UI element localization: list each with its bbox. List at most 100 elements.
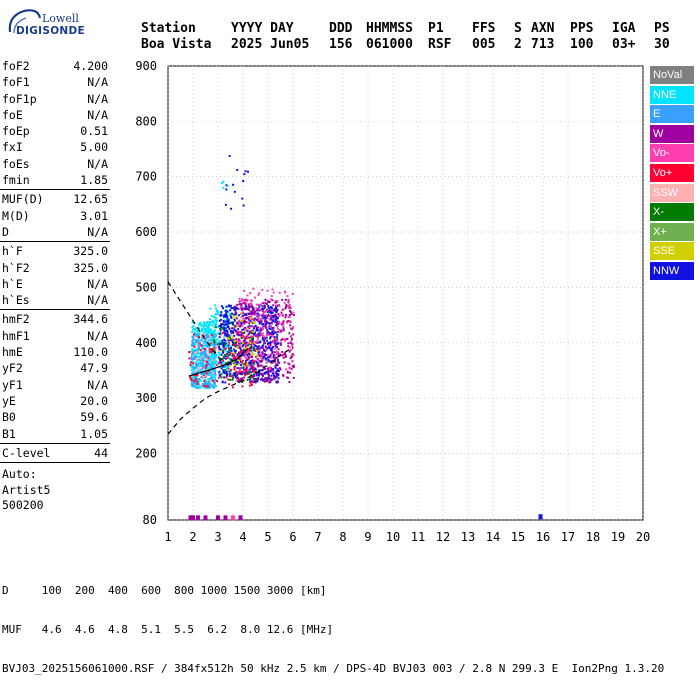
echo-point <box>221 349 224 352</box>
echo-point <box>268 360 271 363</box>
echo-point <box>273 339 276 342</box>
echo-point <box>197 323 200 326</box>
echo-point <box>203 380 206 383</box>
echo-point <box>195 366 198 369</box>
echo-point <box>203 332 206 335</box>
echo-point <box>236 303 239 306</box>
echo-point <box>278 320 281 323</box>
echo-point <box>285 376 288 379</box>
echo-point <box>224 372 227 375</box>
echo-point <box>235 312 238 315</box>
echo-point <box>221 380 224 383</box>
echo-point <box>281 350 284 353</box>
legend-item-e: E <box>650 105 694 124</box>
echo-point <box>272 368 275 371</box>
echo-point <box>201 351 204 354</box>
echo-point <box>251 321 254 324</box>
echo-point <box>269 298 272 301</box>
echo-point <box>246 170 249 173</box>
echo-point <box>287 315 290 318</box>
logo-line1: Lowell <box>42 12 79 25</box>
echo-point <box>207 378 210 381</box>
echo-point <box>255 307 258 310</box>
echo-point <box>292 333 295 336</box>
echo-point <box>234 373 237 376</box>
param-row: h`F 325.0 <box>0 243 112 259</box>
echo-point <box>243 173 246 176</box>
param-row: yF2 47.9 <box>0 360 112 376</box>
echo-point <box>222 186 225 189</box>
echo-point <box>273 356 276 359</box>
echo-point <box>210 331 213 334</box>
echo-point <box>283 352 286 355</box>
echo-point <box>272 327 275 330</box>
echo-point <box>247 325 250 328</box>
echo-point <box>281 314 284 317</box>
echo-point <box>204 352 207 355</box>
echo-point <box>255 329 258 332</box>
echo-point <box>192 357 195 360</box>
x-tick-label: 20 <box>636 530 650 544</box>
echo-point <box>259 354 262 357</box>
echo-point <box>227 354 230 357</box>
echo-point <box>204 341 207 344</box>
echo-point <box>254 378 257 381</box>
echo-point <box>271 334 274 337</box>
echo-point <box>276 333 279 336</box>
echo-point <box>192 349 195 352</box>
echo-point <box>209 340 212 343</box>
echo-point <box>271 327 274 330</box>
header-row2-cell: 2025 Jun05 <box>231 37 310 52</box>
echo-point <box>266 311 269 314</box>
echo-point <box>224 343 227 346</box>
echo-point <box>277 370 280 373</box>
echo-point <box>243 289 246 292</box>
echo-point <box>284 307 287 310</box>
echo-point <box>218 353 221 356</box>
echo-point <box>230 375 233 378</box>
echo-point <box>247 344 250 347</box>
echo-point <box>291 344 294 347</box>
echo-point <box>277 313 280 316</box>
echo-point <box>207 325 210 328</box>
y-tick-label: 300 <box>135 391 157 405</box>
echo-point <box>191 380 194 383</box>
param-name: D <box>2 224 9 239</box>
echo-point <box>212 376 215 379</box>
echo-point <box>205 329 208 332</box>
echo-point <box>270 295 273 298</box>
echo-point <box>228 349 231 352</box>
echo-point <box>208 318 211 321</box>
echo-point <box>223 376 226 379</box>
echo-point <box>250 335 253 338</box>
echo-point <box>235 325 238 328</box>
echo-point <box>232 325 235 328</box>
echo-point <box>213 382 216 385</box>
echo-point <box>273 309 276 312</box>
echo-point <box>248 369 251 372</box>
echo-point <box>202 354 205 357</box>
echo-point <box>238 347 241 350</box>
echo-point <box>246 371 249 374</box>
echo-point <box>215 320 218 323</box>
echo-point <box>240 308 243 311</box>
echo-point <box>236 354 239 357</box>
echo-point <box>242 343 245 346</box>
echo-point <box>205 372 208 375</box>
echo-point <box>260 360 263 363</box>
echo-point <box>220 361 223 364</box>
echo-point <box>191 372 194 375</box>
echo-point <box>236 307 239 310</box>
param-name: h`E <box>2 276 23 291</box>
echo-point <box>206 358 209 361</box>
echo-point <box>216 309 219 312</box>
bottom-marker <box>196 515 200 521</box>
param-value: 5.00 <box>80 140 108 155</box>
echo-point <box>203 349 206 352</box>
echo-point <box>209 385 212 388</box>
echo-point <box>200 351 203 354</box>
echo-point <box>198 344 201 347</box>
echo-point <box>276 358 279 361</box>
echo-point <box>196 343 199 346</box>
echo-point <box>227 347 230 350</box>
